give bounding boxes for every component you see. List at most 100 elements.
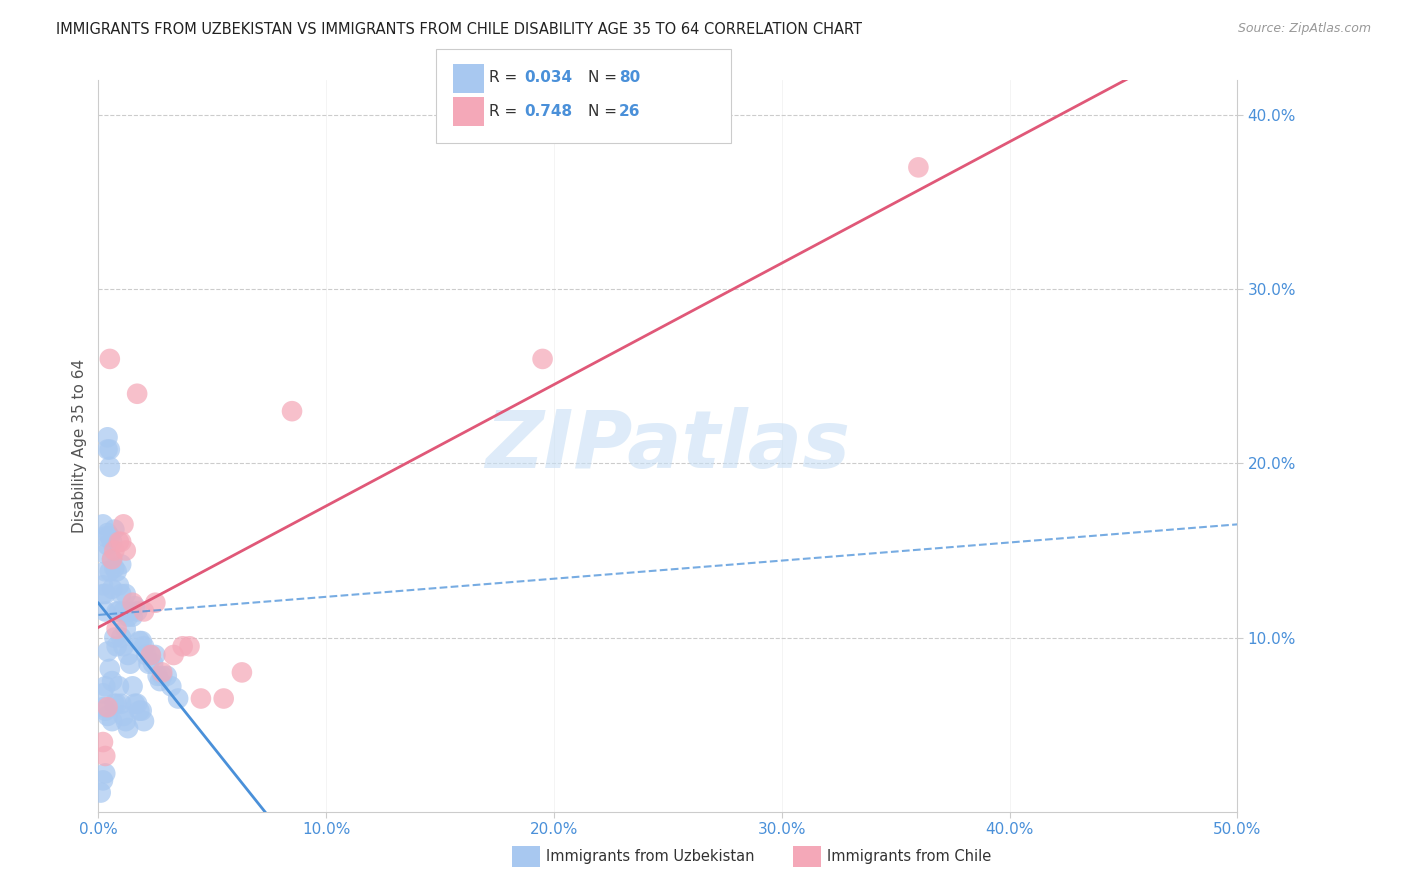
Point bbox=[139, 648, 162, 662]
Point bbox=[114, 543, 136, 558]
Point bbox=[94, 547, 117, 561]
Point bbox=[150, 665, 173, 680]
Point bbox=[110, 697, 132, 711]
Point bbox=[128, 704, 150, 718]
Point bbox=[156, 669, 179, 683]
Point bbox=[105, 640, 128, 654]
Point bbox=[142, 657, 165, 671]
Text: N =: N = bbox=[588, 104, 621, 119]
Point bbox=[124, 697, 146, 711]
Point bbox=[105, 697, 128, 711]
Point bbox=[108, 534, 131, 549]
Point bbox=[91, 686, 114, 700]
Point bbox=[121, 596, 143, 610]
Text: ZIPatlas: ZIPatlas bbox=[485, 407, 851, 485]
Point bbox=[160, 679, 183, 693]
Point bbox=[94, 604, 117, 618]
Point bbox=[112, 517, 135, 532]
Text: Source: ZipAtlas.com: Source: ZipAtlas.com bbox=[1237, 22, 1371, 36]
Point bbox=[132, 640, 155, 654]
Point bbox=[105, 604, 128, 618]
Point bbox=[98, 530, 121, 544]
Point bbox=[101, 534, 124, 549]
Point bbox=[108, 578, 131, 592]
Point bbox=[114, 622, 136, 636]
Point bbox=[94, 587, 117, 601]
Point bbox=[132, 714, 155, 728]
Point bbox=[98, 565, 121, 579]
Point bbox=[531, 351, 554, 366]
Point bbox=[91, 587, 114, 601]
Point bbox=[162, 648, 184, 662]
Point bbox=[117, 609, 139, 624]
Text: N =: N = bbox=[588, 70, 621, 85]
Point bbox=[110, 534, 132, 549]
Point bbox=[112, 604, 135, 618]
Point bbox=[128, 634, 150, 648]
Point bbox=[112, 709, 135, 723]
Point bbox=[101, 552, 124, 566]
Point bbox=[101, 582, 124, 596]
Point bbox=[105, 622, 128, 636]
Point bbox=[94, 766, 117, 780]
Point bbox=[149, 674, 172, 689]
Point bbox=[110, 558, 132, 572]
Text: R =: R = bbox=[489, 70, 523, 85]
Point bbox=[117, 721, 139, 735]
Point bbox=[135, 648, 157, 662]
Point bbox=[281, 404, 304, 418]
Point bbox=[103, 561, 125, 575]
Point bbox=[91, 773, 114, 788]
Point bbox=[132, 604, 155, 618]
Point bbox=[96, 526, 118, 541]
Point bbox=[96, 700, 118, 714]
Point bbox=[91, 735, 114, 749]
Point bbox=[145, 648, 167, 662]
Point bbox=[103, 543, 125, 558]
Point bbox=[94, 530, 117, 544]
Point bbox=[108, 604, 131, 618]
Point bbox=[110, 631, 132, 645]
Point bbox=[120, 657, 142, 671]
Point bbox=[91, 517, 114, 532]
Point bbox=[108, 679, 131, 693]
Point bbox=[146, 669, 169, 683]
Point bbox=[96, 644, 118, 658]
Point bbox=[131, 704, 153, 718]
Point bbox=[131, 634, 153, 648]
Point bbox=[91, 700, 114, 714]
Point bbox=[231, 665, 253, 680]
Point bbox=[94, 679, 117, 693]
Text: IMMIGRANTS FROM UZBEKISTAN VS IMMIGRANTS FROM CHILE DISABILITY AGE 35 TO 64 CORR: IMMIGRANTS FROM UZBEKISTAN VS IMMIGRANTS… bbox=[56, 22, 862, 37]
Y-axis label: Disability Age 35 to 64: Disability Age 35 to 64 bbox=[72, 359, 87, 533]
Point bbox=[167, 691, 190, 706]
Point bbox=[172, 640, 194, 654]
Text: 0.034: 0.034 bbox=[524, 70, 572, 85]
Point bbox=[103, 523, 125, 537]
Point bbox=[96, 442, 118, 457]
Text: 26: 26 bbox=[619, 104, 640, 119]
Point bbox=[101, 714, 124, 728]
Text: 80: 80 bbox=[619, 70, 640, 85]
Point bbox=[98, 442, 121, 457]
Point bbox=[96, 430, 118, 444]
Point bbox=[110, 587, 132, 601]
Point bbox=[179, 640, 201, 654]
Point bbox=[98, 662, 121, 676]
Point bbox=[121, 609, 143, 624]
Point bbox=[96, 709, 118, 723]
Text: Immigrants from Chile: Immigrants from Chile bbox=[827, 849, 991, 863]
Point bbox=[127, 604, 149, 618]
Point bbox=[150, 669, 173, 683]
Point bbox=[103, 697, 125, 711]
Point bbox=[98, 459, 121, 474]
Point bbox=[212, 691, 235, 706]
Point bbox=[94, 749, 117, 764]
Point bbox=[124, 599, 146, 614]
Point bbox=[120, 604, 142, 618]
Point bbox=[96, 538, 118, 552]
Point bbox=[121, 679, 143, 693]
Point bbox=[114, 714, 136, 728]
Point bbox=[91, 578, 114, 592]
Point bbox=[98, 351, 121, 366]
